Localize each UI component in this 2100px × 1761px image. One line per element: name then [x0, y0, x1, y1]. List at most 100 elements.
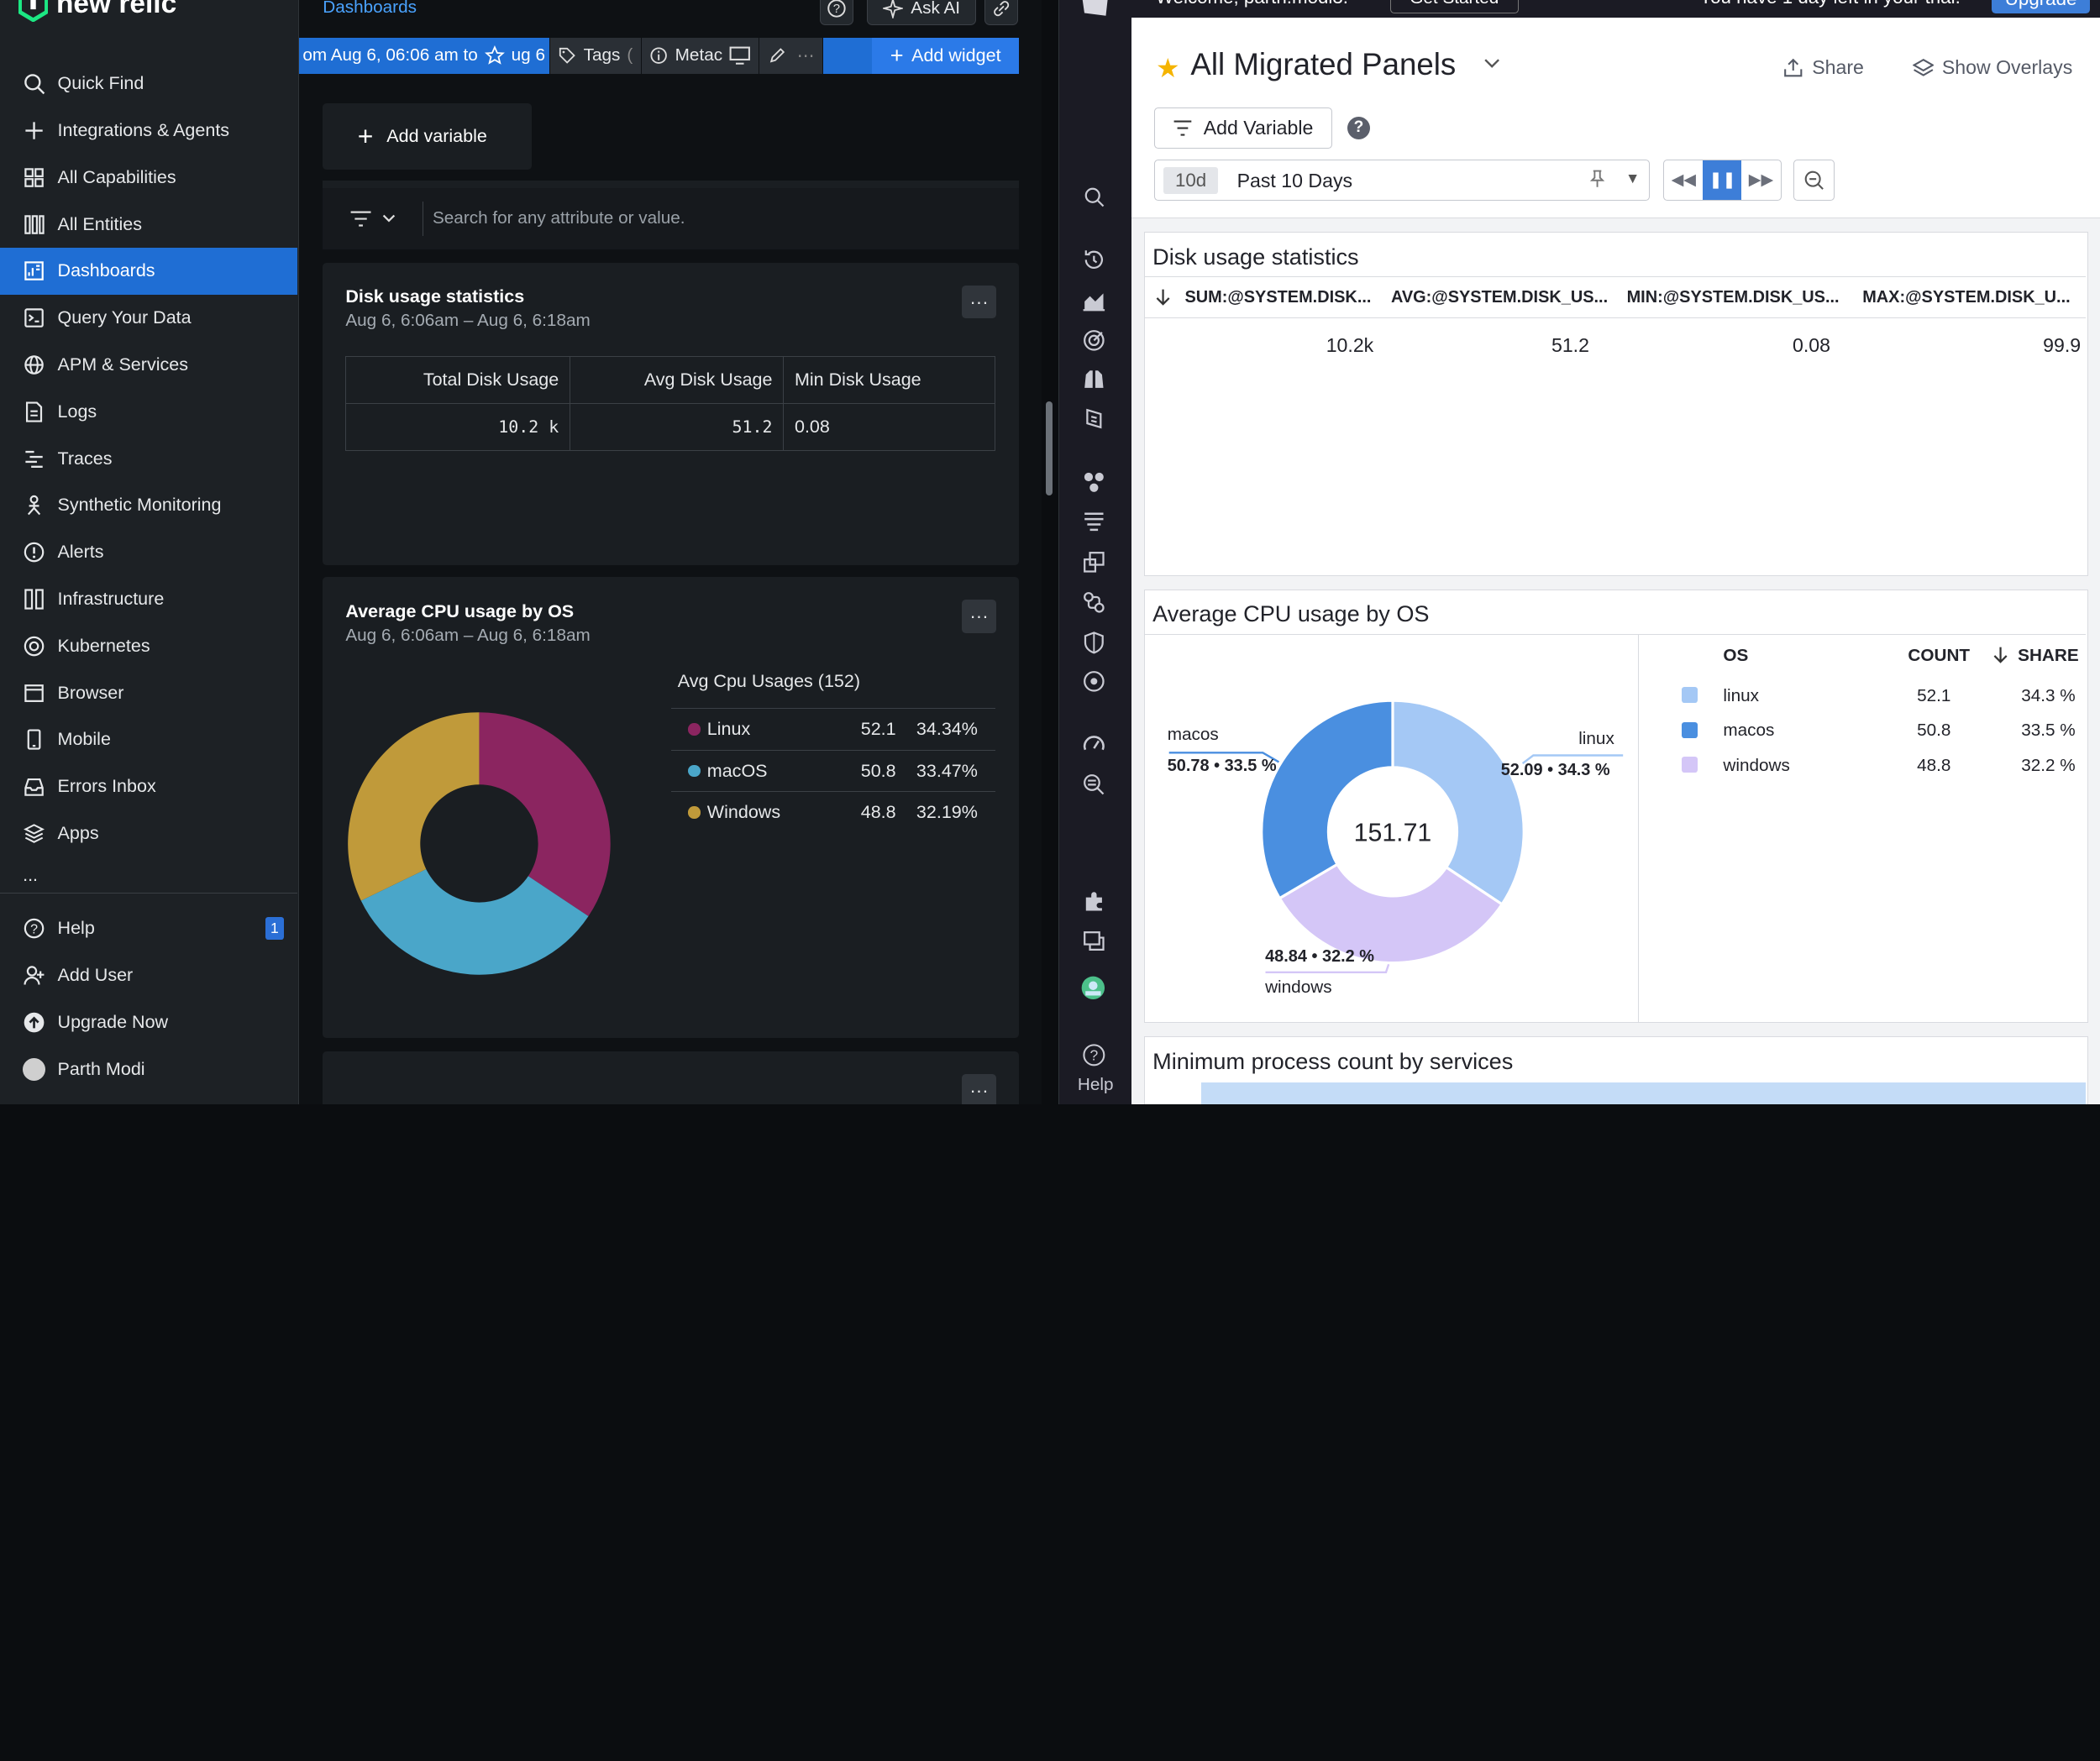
sidebar-item-all-entities[interactable]: All Entities: [0, 201, 297, 248]
search-input[interactable]: Search for any attribute or value.: [432, 208, 685, 228]
forward-button[interactable]: ▶▶: [1748, 171, 1774, 190]
pie-slice-linux[interactable]: [1390, 699, 1525, 907]
infrastructure-icon[interactable]: [1081, 286, 1108, 313]
favorite-star-icon[interactable]: ★: [1155, 53, 1180, 84]
history-icon[interactable]: [1081, 246, 1108, 273]
sidebar-item-query-your-data[interactable]: Query Your Data: [0, 295, 297, 342]
add-widget-button[interactable]: + Add widget: [871, 37, 1020, 74]
pie-slice-linux[interactable]: [479, 712, 612, 917]
sidebar-item-mobile[interactable]: Mobile: [0, 716, 297, 763]
show-overlays-button[interactable]: Show Overlays: [1912, 56, 2072, 79]
sort-arrow-icon[interactable]: [1992, 646, 2008, 669]
chat-icon[interactable]: [1081, 928, 1108, 955]
zoom-out-button[interactable]: [1793, 159, 1835, 202]
sort-arrow-icon[interactable]: [1155, 288, 1171, 312]
pie-slice-windows[interactable]: [348, 712, 480, 901]
sidebar-item-synthetic-monitoring[interactable]: Synthetic Monitoring: [0, 482, 297, 529]
sidebar-item-all-capabilities[interactable]: All Capabilities: [0, 154, 297, 201]
sidebar-item-add-user[interactable]: Add User: [0, 952, 297, 999]
time-range-picker[interactable]: om Aug 6, 06:06 am to ug 6: [298, 37, 550, 74]
sidebar-item-quick-find[interactable]: Quick Find: [0, 60, 297, 107]
security-icon[interactable]: [1081, 629, 1108, 656]
table-row[interactable]: macos 50.8 33.5 %: [1639, 713, 2087, 747]
column-header[interactable]: SUM:@SYSTEM.DISK...: [1184, 288, 1372, 307]
sidebar-item-help[interactable]: ? Help 1: [0, 905, 297, 952]
sidebar-item-upgrade-now[interactable]: Upgrade Now: [0, 998, 297, 1046]
watchdog-icon[interactable]: [1081, 771, 1108, 798]
star-icon[interactable]: [484, 45, 505, 66]
metadata-button[interactable]: Metac: [641, 37, 760, 74]
monitors-icon[interactable]: [1081, 327, 1108, 354]
pie-slice-macos[interactable]: [1259, 699, 1394, 900]
sidebar-item-parth-modi[interactable]: Parth Modi: [0, 1046, 297, 1093]
legend-item-windows[interactable]: Windows 48.8 32.19%: [670, 791, 995, 832]
filter-icon[interactable]: [1081, 509, 1108, 536]
dashboard-title[interactable]: All Migrated Panels: [1190, 46, 1457, 81]
datadog-logo-icon[interactable]: [1078, 0, 1112, 18]
ask-ai-button[interactable]: Ask AI: [866, 0, 977, 26]
pie-slice-windows[interactable]: [1277, 862, 1504, 965]
puzzle-icon[interactable]: [1081, 888, 1108, 915]
column-header[interactable]: SHARE: [2018, 645, 2079, 665]
upgrade-button[interactable]: Upgrade: [1991, 0, 2091, 13]
legend-item-macos[interactable]: macOS 50.8 33.47%: [670, 749, 995, 791]
sidebar-item-apps[interactable]: Apps: [0, 810, 297, 857]
help-button[interactable]: ?: [819, 0, 853, 26]
share-button[interactable]: Share: [1782, 56, 1864, 79]
sidebar-item-errors-inbox[interactable]: Errors Inbox: [0, 763, 297, 810]
column-header[interactable]: MAX:@SYSTEM.DISK_U...: [1862, 288, 2071, 307]
share-link-button[interactable]: [984, 0, 1018, 26]
help-icon[interactable]: ?: [1081, 1041, 1108, 1068]
widget-menu-button[interactable]: ···: [961, 285, 997, 319]
widget-menu-button[interactable]: ···: [961, 1073, 997, 1105]
add-variable-button[interactable]: + Add variable: [323, 102, 532, 170]
scrollbar[interactable]: [1046, 401, 1053, 495]
user-avatar[interactable]: [1079, 975, 1106, 1002]
caret-down-icon[interactable]: ▼: [1625, 169, 1641, 186]
chevron-down-icon[interactable]: [1483, 54, 1501, 76]
sidebar-item-infrastructure[interactable]: Infrastructure: [0, 576, 297, 623]
sidebar-more-button[interactable]: ...: [23, 865, 39, 886]
table-row[interactable]: linux 52.1 34.3 %: [1639, 678, 2087, 712]
column-header[interactable]: COUNT: [1908, 645, 1971, 665]
column-header[interactable]: AVG:@SYSTEM.DISK_US...: [1390, 288, 1609, 307]
column-header[interactable]: OS: [1723, 645, 1749, 665]
gauge-icon[interactable]: [1081, 731, 1108, 758]
dashboards-icon[interactable]: [1081, 549, 1108, 576]
integrations-icon[interactable]: [1081, 590, 1108, 616]
binoculars-icon[interactable]: [1081, 367, 1108, 394]
sidebar-item-integrations-agents[interactable]: Integrations & Agents: [0, 107, 297, 155]
pin-icon[interactable]: [1589, 170, 1605, 193]
logs-icon: [26, 401, 43, 422]
sidebar-item-browser[interactable]: Browser: [0, 669, 297, 716]
time-range-picker[interactable]: 10d Past 10 Days ▼: [1154, 159, 1651, 202]
help-question-icon[interactable]: ?: [1347, 116, 1371, 139]
add-variable-button[interactable]: Add Variable: [1154, 107, 1333, 149]
more-icon[interactable]: ⋯: [796, 45, 815, 66]
sidebar-item-logs[interactable]: Logs: [0, 388, 297, 435]
sidebar-item-alerts[interactable]: Alerts: [0, 529, 297, 576]
pause-button[interactable]: ❚❚: [1703, 160, 1742, 201]
services-icon[interactable]: [1081, 469, 1108, 495]
pencil-icon[interactable]: [768, 46, 786, 65]
search-icon[interactable]: [1081, 183, 1108, 210]
table-row[interactable]: windows 48.8 32.2 %: [1639, 747, 2087, 782]
column-header[interactable]: MIN:@SYSTEM.DISK_US...: [1626, 288, 1840, 307]
legend-item-linux[interactable]: Linux 52.1 34.34%: [670, 708, 995, 749]
rewind-button[interactable]: ◀◀: [1671, 171, 1696, 190]
breadcrumb[interactable]: Dashboards: [323, 0, 417, 17]
logs-icon[interactable]: [1081, 406, 1108, 432]
synthetics-icon[interactable]: [1081, 668, 1108, 695]
get-started-button[interactable]: Get Started: [1389, 0, 1519, 13]
sidebar-item-traces[interactable]: Traces: [0, 435, 297, 482]
pie-slice-macos[interactable]: [361, 868, 589, 975]
filter-dropdown[interactable]: [323, 201, 423, 237]
sidebar-item-kubernetes[interactable]: Kubernetes: [0, 622, 297, 669]
tv-mode-icon[interactable]: [729, 46, 751, 65]
sidebar-item-dashboards[interactable]: Dashboards: [0, 247, 297, 295]
tags-button[interactable]: Tags (: [549, 37, 642, 74]
sidebar-item-apm-services[interactable]: APM & Services: [0, 342, 297, 389]
newrelic-logo[interactable]: new relic: [18, 0, 176, 22]
widget-menu-button[interactable]: ···: [961, 600, 997, 634]
help-label[interactable]: Help: [1077, 1075, 1114, 1095]
